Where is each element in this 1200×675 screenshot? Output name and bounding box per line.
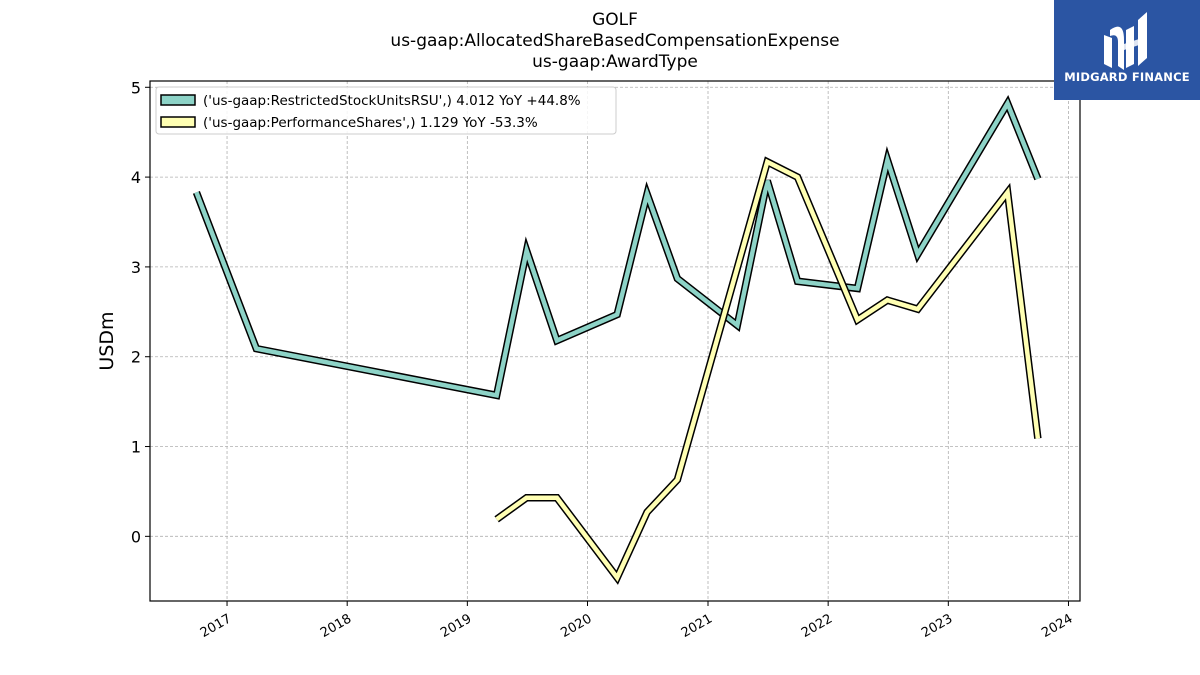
legend-label-2: ('us-gaap:PerformanceShares',) 1.129 YoY… bbox=[203, 115, 538, 131]
logo-text: MIDGARD FINANCE bbox=[1064, 70, 1190, 84]
x-tick-label: 2024 bbox=[1039, 611, 1075, 641]
x-tick-label: 2020 bbox=[558, 611, 594, 641]
y-tick-label: 3 bbox=[131, 258, 141, 277]
midgard-logo-icon bbox=[1104, 12, 1147, 71]
midgard-logo: MIDGARD FINANCE bbox=[1054, 0, 1200, 100]
legend-box bbox=[155, 86, 617, 135]
chart-title-line-2: us-gaap:AllocatedShareBasedCompensationE… bbox=[390, 31, 840, 51]
series-line-outline-1 bbox=[192, 95, 1042, 400]
x-tick-label: 2018 bbox=[318, 611, 354, 641]
series-line-1 bbox=[194, 98, 1040, 398]
y-axis-label: USDm bbox=[96, 311, 118, 370]
series-line-outline-2 bbox=[494, 156, 1042, 585]
y-tick-label: 2 bbox=[131, 348, 141, 367]
y-tick-label: 5 bbox=[131, 78, 141, 97]
x-tick-label: 2019 bbox=[438, 611, 474, 641]
x-tick-label: 2023 bbox=[919, 611, 955, 641]
legend: ('us-gaap:RestrictedStockUnitsRSU',) 4.0… bbox=[155, 86, 617, 135]
x-tick-label: 2021 bbox=[679, 611, 715, 641]
y-tick-label: 1 bbox=[131, 438, 141, 457]
plot-frame bbox=[149, 80, 1081, 602]
series-line-2 bbox=[495, 158, 1041, 583]
y-tick-label: 0 bbox=[131, 527, 141, 546]
legend-swatch-2 bbox=[160, 116, 196, 128]
x-tick-label: 2022 bbox=[799, 611, 835, 641]
legend-swatch-1 bbox=[160, 94, 196, 106]
chart-title-line-3: us-gaap:AwardType bbox=[532, 52, 698, 72]
chart-title: GOLF us-gaap:AllocatedShareBasedCompensa… bbox=[150, 10, 1080, 73]
chart-title-line-1: GOLF bbox=[592, 10, 638, 30]
y-tick-label: 4 bbox=[131, 168, 141, 187]
legend-label-1: ('us-gaap:RestrictedStockUnitsRSU',) 4.0… bbox=[203, 93, 581, 109]
x-tick-label: 2017 bbox=[198, 611, 234, 641]
